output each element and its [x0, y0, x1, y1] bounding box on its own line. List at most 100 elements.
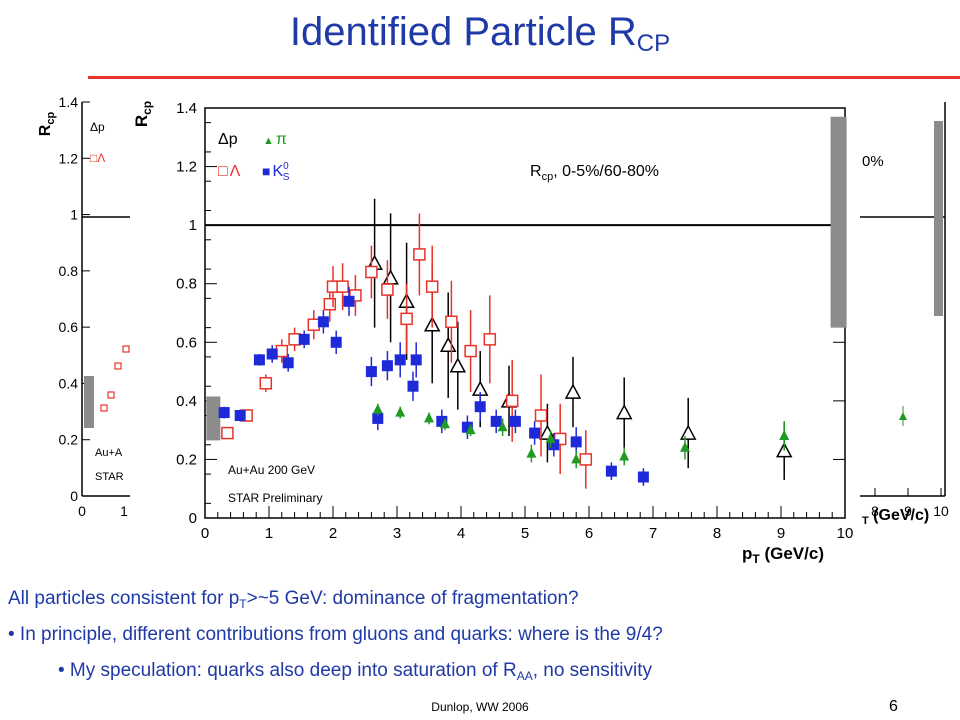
- data-point: [288, 333, 301, 346]
- x-tick-label: 6: [585, 525, 593, 542]
- bullet-1-text: All particles consistent for p: [8, 588, 240, 609]
- legend-proton: Δp: [218, 131, 238, 148]
- x-tick-label: 2: [329, 525, 337, 542]
- y-tick-label: 0.6: [176, 334, 197, 351]
- data-point: [365, 265, 378, 279]
- rcp-chart: 0 0.2 0.4 0.6 0.8 1 1.2 1.4 0 1 Rcp Δp □Λ Au+A S…: [30, 90, 949, 566]
- data-point: [372, 412, 384, 424]
- data-point: [282, 357, 294, 369]
- data-point: [436, 415, 448, 427]
- data-point: [497, 421, 508, 432]
- data-point: [564, 383, 582, 399]
- data-point: [440, 418, 450, 429]
- bullet-1-subscript: T: [239, 597, 247, 611]
- data-point: [266, 348, 278, 360]
- main-panel-background: [130, 90, 860, 562]
- x-tick-label: 5: [521, 525, 529, 542]
- data-point: [637, 471, 649, 483]
- data-point: [461, 421, 473, 433]
- data-point: [474, 401, 486, 413]
- right-normalization-band: [830, 116, 847, 328]
- y-tick-label: 0: [189, 510, 197, 527]
- data-point: [407, 380, 419, 392]
- legend-pion: ▲ π: [263, 131, 287, 148]
- data-point: [413, 248, 426, 261]
- left-y-tick-label: 0.4: [59, 375, 79, 391]
- left-legend-lambda: □Λ: [90, 151, 105, 165]
- system-label: Au+Au 200 GeV: [228, 463, 315, 477]
- centrality-annotation: Rcp, 0-5%/60-80%: [530, 163, 659, 183]
- right-x-tick-label: 8: [871, 503, 879, 519]
- x-tick-label: 9: [777, 525, 785, 542]
- series-π: [372, 403, 790, 469]
- left-y-tick-label: 1.4: [59, 94, 79, 110]
- title-subscript: CP: [636, 30, 671, 57]
- left-legend-p: Δp: [90, 120, 105, 134]
- data-point: [372, 403, 383, 414]
- data-point: [424, 412, 434, 423]
- data-point: [365, 366, 377, 378]
- data-point: [464, 344, 477, 358]
- data-point: [548, 439, 560, 451]
- data-point: [221, 426, 234, 440]
- left-y-tick-label: 1.2: [59, 150, 79, 166]
- title-divider: [88, 76, 960, 79]
- data-point: [615, 403, 633, 420]
- title-main: Identified Particle R: [289, 10, 637, 54]
- y-tick-label: 0.4: [176, 393, 197, 410]
- data-point: [449, 357, 467, 373]
- x-tick-label: 0: [201, 525, 209, 542]
- data-point: [465, 424, 476, 435]
- data-point: [680, 441, 690, 452]
- data-point: [570, 436, 582, 448]
- y-tick-label: 0.2: [176, 451, 197, 468]
- main-plot: 0 0.2 0.4 0.6 0.8 1 1.2 1.4 0 1 2 3 4 5 6 7 8 9 10 Rcp pT…: [132, 100, 853, 566]
- slide-title: Identified Particle RCP: [0, 10, 960, 58]
- legend: Δp ▲ π □ Λ ■ K0 S: [218, 131, 290, 183]
- data-point: [445, 315, 458, 329]
- legend-k0s: ■ K0 S: [262, 161, 290, 183]
- y-tick-label: 1.2: [176, 159, 197, 176]
- right-background-panel: 0% 8 9 10 T (GeV/c): [860, 102, 949, 527]
- y-tick-label: 0.8: [176, 276, 197, 293]
- data-point: [509, 415, 521, 427]
- left-y-tick-label: 0.2: [59, 432, 79, 448]
- left-normalization-band: [206, 396, 221, 441]
- page-number: 6: [889, 698, 898, 715]
- main-ylabel: Rcp: [132, 101, 154, 127]
- data-point: [679, 424, 697, 440]
- data-point: [619, 450, 630, 461]
- data-point: [336, 280, 349, 293]
- right-x-tick-label: 9: [904, 503, 912, 519]
- data-point: [534, 409, 548, 422]
- data-point: [343, 295, 355, 307]
- data-point: [234, 410, 246, 421]
- bullet-1-rest: >~5 GeV: dominance of fragmentation?: [246, 588, 579, 609]
- right-x-tick-label: 10: [933, 503, 949, 519]
- series-λ: [221, 213, 593, 489]
- legend-lambda: □ Λ: [218, 163, 241, 180]
- data-point: [349, 289, 362, 302]
- data-point: [307, 318, 321, 331]
- data-point: [505, 394, 519, 408]
- data-point: [275, 344, 289, 358]
- left-y-tick-label: 1: [70, 207, 78, 223]
- bullet-1: All particles consistent for pT>~5 GeV: …: [8, 588, 579, 611]
- data-point: [253, 354, 265, 366]
- series-k0s: [218, 286, 649, 486]
- data-point: [526, 447, 537, 458]
- x-tick-label: 3: [393, 525, 401, 542]
- data-point: [410, 354, 422, 366]
- data-point: [553, 432, 567, 446]
- bullet-3-text: • My speculation: quarks also deep into …: [58, 660, 517, 681]
- left-y-tick-label: 0.6: [59, 319, 79, 335]
- data-point: [298, 333, 310, 345]
- x-tick-label: 1: [265, 525, 273, 542]
- bullet-3-subscript: AA: [516, 669, 533, 683]
- data-point: [605, 465, 617, 477]
- data-point: [395, 406, 406, 417]
- left-label-prelim: STAR: [95, 471, 124, 483]
- data-point: [571, 453, 582, 464]
- right-xlabel: T (GeV/c): [862, 507, 929, 527]
- data-point: [779, 430, 790, 440]
